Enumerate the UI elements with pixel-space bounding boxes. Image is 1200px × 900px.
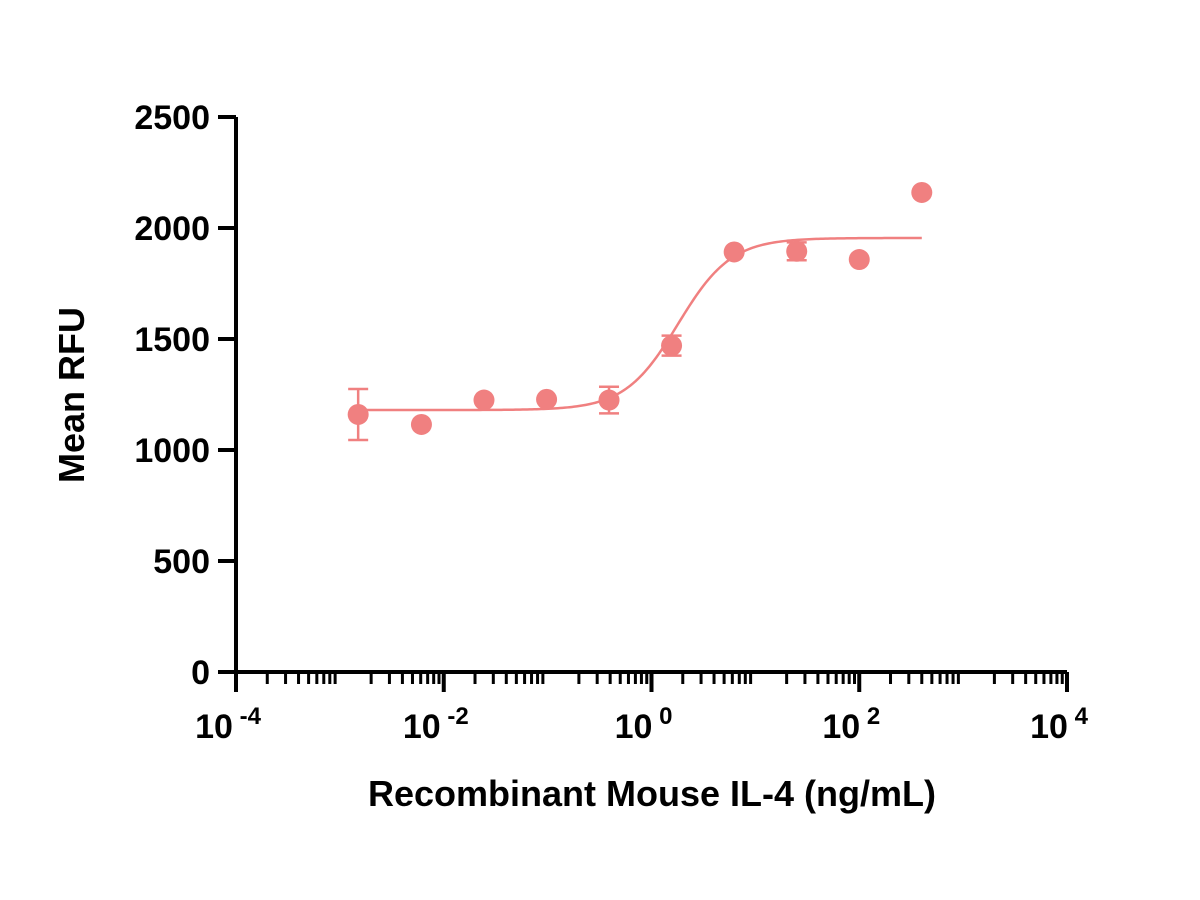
y-tick-label: 1000	[134, 432, 210, 470]
data-point	[536, 388, 558, 410]
x-axis-title: Recombinant Mouse IL-4 (ng/mL)	[368, 773, 936, 814]
data-point	[723, 241, 745, 263]
y-tick-label: 500	[153, 543, 210, 581]
data-point	[410, 413, 432, 435]
x-tick-label: 10 4	[1030, 703, 1088, 746]
data-points-layer	[347, 181, 933, 442]
data-point	[786, 240, 808, 262]
y-tick-label: 2500	[134, 99, 210, 137]
y-axis-title: Mean RFU	[51, 307, 92, 483]
x-tick-label: 10 0	[615, 703, 673, 746]
x-tick-label: 10 -4	[195, 703, 261, 746]
fit-curve-layer	[358, 236, 922, 412]
data-point	[473, 389, 495, 411]
y-tick-label: 0	[191, 654, 210, 692]
axes: 0 500 1000 1500 2000 2500 10 -4 10 -2 10 0 10 2 10…	[134, 99, 1088, 746]
y-tick-label: 2000	[134, 210, 210, 248]
y-tick-label: 1500	[134, 321, 210, 359]
data-point	[598, 389, 620, 411]
data-point	[911, 181, 933, 203]
x-tick-label: 10 -2	[403, 703, 469, 746]
data-point	[848, 249, 870, 271]
data-point	[347, 403, 369, 425]
data-point	[661, 335, 683, 357]
x-tick-label: 10 2	[822, 703, 880, 746]
fit-curve	[358, 236, 922, 412]
